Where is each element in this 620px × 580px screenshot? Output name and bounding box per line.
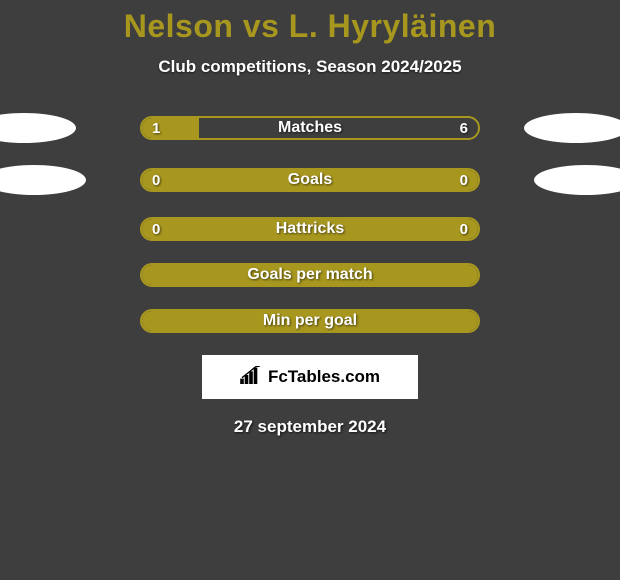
stat-right-value: 0 — [450, 172, 478, 189]
stat-row: 0Hattricks0 — [0, 217, 620, 241]
brand-bars-icon — [240, 366, 262, 389]
player-left-oval — [0, 165, 86, 195]
stat-bar: Min per goal — [140, 309, 480, 333]
stat-label: Matches — [142, 119, 478, 137]
stat-bar: Goals per match — [140, 263, 480, 287]
stat-label: Goals — [142, 171, 478, 189]
stat-row: 1Matches6 — [0, 113, 620, 143]
oval-spacer — [22, 275, 126, 276]
snapshot-date: 27 september 2024 — [0, 417, 620, 437]
stat-row: Min per goal — [0, 309, 620, 333]
stat-bar: 0Goals0 — [140, 168, 480, 192]
player-right-oval — [534, 165, 620, 195]
player-left-oval — [0, 113, 76, 143]
stat-right-value: 6 — [450, 120, 478, 137]
oval-spacer — [494, 321, 598, 322]
comparison-card: Nelson vs L. Hyryläinen Club competition… — [0, 0, 620, 437]
stat-bar: 0Hattricks0 — [140, 217, 480, 241]
stat-rows: 1Matches60Goals00Hattricks0Goals per mat… — [0, 113, 620, 333]
player-right-oval — [524, 113, 620, 143]
oval-spacer — [494, 275, 598, 276]
brand-badge[interactable]: FcTables.com — [202, 355, 418, 399]
stat-label: Min per goal — [142, 312, 478, 330]
oval-spacer — [22, 321, 126, 322]
oval-spacer — [494, 229, 598, 230]
page-title: Nelson vs L. Hyryläinen — [0, 8, 620, 45]
stat-bar: 1Matches6 — [140, 116, 480, 140]
stat-label: Goals per match — [142, 266, 478, 284]
brand-text: FcTables.com — [268, 367, 380, 387]
subtitle: Club competitions, Season 2024/2025 — [0, 57, 620, 77]
stat-right-value: 0 — [450, 221, 478, 238]
oval-spacer — [22, 229, 126, 230]
stat-row: Goals per match — [0, 263, 620, 287]
stat-row: 0Goals0 — [0, 165, 620, 195]
stat-label: Hattricks — [142, 220, 478, 238]
